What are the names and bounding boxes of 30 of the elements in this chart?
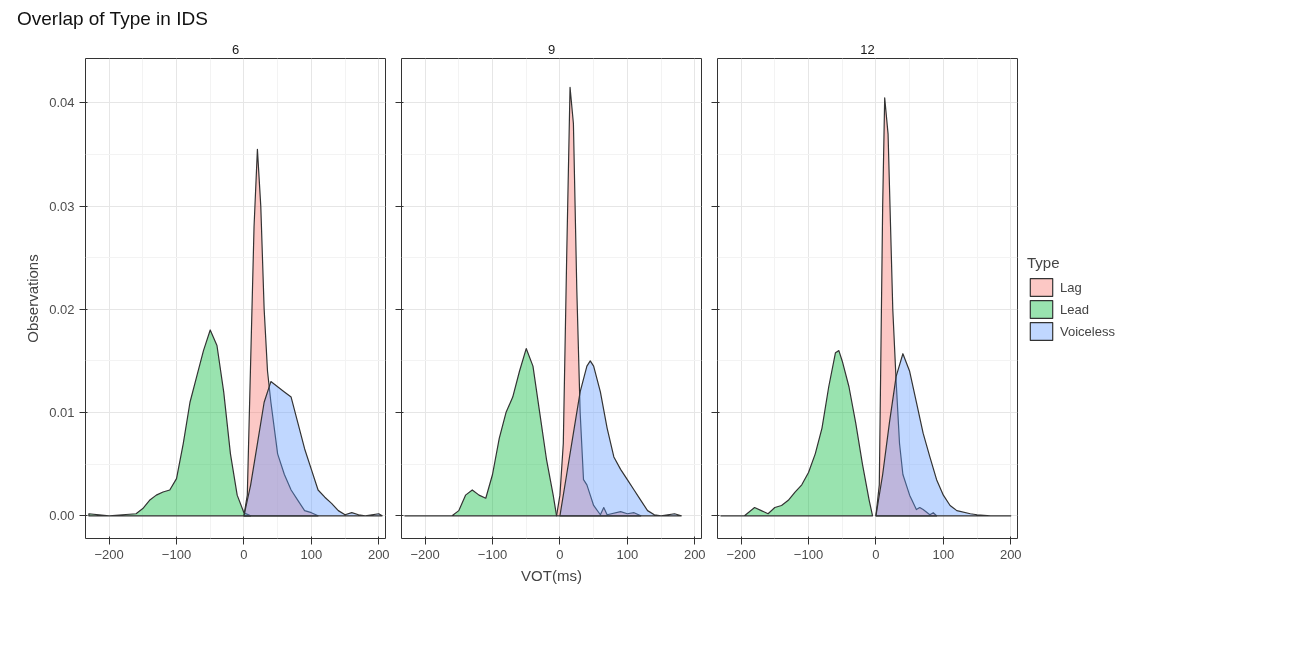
y-tick-label: 0.03	[49, 198, 75, 214]
chart-subtitle: 6	[231, 41, 240, 57]
x-tick-label: −200	[726, 546, 756, 562]
x-tick-label: −100	[793, 546, 824, 562]
y-axis-title: Observations	[24, 254, 42, 343]
legend-label: Voiceless	[1060, 323, 1115, 339]
x-tick-label: −200	[410, 546, 440, 562]
chart-subtitle: 9	[547, 41, 556, 57]
x-axis-title: VOT(ms)	[521, 566, 582, 584]
legend-label: Lead	[1060, 301, 1089, 317]
x-tick-label: 200	[999, 546, 1022, 562]
x-tick-label: 200	[367, 546, 390, 562]
chart-subtitle: 12	[860, 41, 875, 57]
x-tick-label: −200	[94, 546, 124, 562]
x-tick-label: 0	[240, 546, 248, 562]
x-tick-label: 200	[683, 546, 706, 562]
x-tick-label: 100	[300, 546, 323, 562]
y-tick-label: 0.01	[49, 405, 75, 421]
y-tick-label: 0.02	[49, 301, 75, 317]
x-tick-label: −100	[161, 546, 192, 562]
chart-title: Overlap of Type in IDS	[17, 7, 208, 31]
x-tick-label: 100	[932, 546, 955, 562]
y-tick-label: 0.04	[49, 95, 75, 111]
legend-title: Type	[1027, 254, 1061, 272]
legend-label: Lag	[1060, 279, 1082, 295]
x-tick-label: 0	[556, 546, 564, 562]
x-tick-label: 100	[616, 546, 639, 562]
x-tick-label: −100	[477, 546, 508, 562]
y-tick-label: 0.00	[49, 508, 75, 524]
x-tick-label: 0	[872, 546, 880, 562]
